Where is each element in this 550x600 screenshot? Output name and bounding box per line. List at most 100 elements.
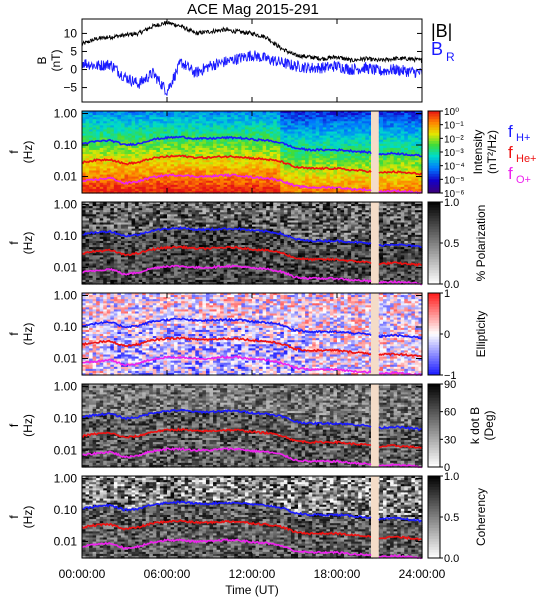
intensity-cell	[337, 184, 342, 188]
intensity-cell	[85, 158, 90, 161]
intensity-cell	[340, 111, 345, 114]
intensity-cell	[170, 174, 175, 178]
polarization-cell	[82, 210, 87, 213]
intensity-cell	[209, 135, 214, 139]
intensity-cell	[354, 180, 359, 184]
intensity-cell	[152, 166, 157, 169]
intensity-cell	[411, 156, 416, 159]
intensity-cell	[333, 174, 338, 178]
intensity-cell	[167, 160, 172, 163]
intensity-cell	[131, 168, 136, 172]
intensity-cell	[255, 174, 260, 178]
intensity-cell	[89, 129, 94, 133]
intensity-cell	[301, 158, 306, 161]
polarization-cell	[124, 257, 129, 260]
intensity-cell	[361, 164, 366, 167]
intensity-cell	[92, 119, 97, 122]
intensity-cell	[156, 180, 161, 184]
polarization-cell	[128, 206, 133, 209]
intensity-cell	[266, 117, 271, 120]
intensity-cell	[266, 121, 271, 124]
intensity-cell	[308, 147, 313, 151]
intensity-cell	[106, 152, 111, 155]
intensity-cell	[234, 190, 239, 194]
intensity-cell	[269, 123, 274, 126]
intensity-cell	[294, 113, 299, 116]
intensity-cell	[198, 139, 204, 143]
intensity-cell	[92, 147, 97, 151]
intensity-cell	[333, 115, 338, 118]
intensity-cell	[92, 141, 97, 145]
intensity-cell	[195, 168, 200, 172]
intensity-cell	[92, 184, 97, 188]
intensity-cell	[294, 176, 299, 180]
intensity-cell	[404, 139, 409, 143]
legend-B-R-subscript: R	[446, 50, 455, 64]
intensity-cell	[390, 176, 395, 180]
intensity-cell	[170, 113, 175, 116]
intensity-cell	[407, 176, 412, 180]
intensity-cell	[414, 149, 420, 153]
intensity-cell	[266, 123, 271, 126]
intensity-colorbar-step	[428, 154, 440, 158]
intensity-cell	[312, 119, 317, 122]
intensity-cell	[414, 156, 420, 159]
intensity-cell	[393, 180, 398, 184]
intensity-cell	[290, 117, 296, 120]
polarization-cell	[103, 245, 108, 248]
intensity-cell	[174, 139, 179, 143]
polarization-cell	[96, 243, 101, 246]
intensity-cell	[237, 123, 242, 126]
intensity-cell	[344, 147, 349, 151]
intensity-cell	[131, 145, 136, 149]
intensity-cell	[393, 127, 398, 131]
intensity-cell	[205, 141, 211, 145]
intensity-cell	[365, 129, 370, 133]
intensity-cell	[167, 166, 172, 169]
intensity-cell	[361, 137, 366, 141]
polarization-cell	[99, 222, 104, 226]
polarization-cell	[117, 267, 122, 271]
polarization-cell	[89, 259, 94, 263]
intensity-cell	[220, 182, 225, 186]
polarization-cell	[135, 259, 140, 263]
intensity-cell	[163, 113, 168, 116]
intensity-cell	[92, 125, 97, 128]
intensity-cell	[294, 141, 299, 145]
polarization-cell	[113, 226, 119, 230]
polarization-cell	[99, 255, 104, 258]
intensity-cell	[167, 164, 172, 167]
intensity-cell	[351, 119, 356, 122]
intensity-cell	[301, 164, 306, 167]
intensity-cell	[404, 143, 409, 147]
polarization-cell	[113, 259, 119, 263]
intensity-cell	[418, 137, 423, 141]
intensity-cell	[220, 133, 225, 137]
intensity-cell	[223, 166, 228, 169]
intensity-cell	[106, 125, 111, 128]
intensity-cbar-tick-label: 10⁻²	[444, 134, 464, 145]
intensity-cell	[216, 121, 221, 124]
intensity-cell	[113, 184, 119, 188]
polarization-cell	[128, 208, 133, 211]
intensity-cell	[368, 174, 374, 178]
intensity-cell	[397, 182, 402, 186]
polarization-cell	[138, 240, 143, 244]
intensity-cell	[276, 123, 281, 126]
intensity-cell	[259, 111, 264, 114]
intensity-cell	[276, 119, 281, 122]
intensity-cell	[149, 172, 154, 176]
polarization-cell	[82, 236, 87, 240]
intensity-cell	[393, 162, 398, 165]
polarization-cell	[124, 216, 129, 219]
intensity-cell	[290, 172, 296, 176]
intensity-cell	[170, 123, 175, 126]
intensity-cell	[255, 152, 260, 155]
intensity-cell	[252, 182, 257, 186]
intensity-cell	[280, 149, 285, 153]
polarization-cell	[138, 216, 143, 219]
intensity-cell	[213, 129, 218, 133]
intensity-cell	[120, 143, 126, 147]
intensity-cell	[361, 174, 366, 178]
